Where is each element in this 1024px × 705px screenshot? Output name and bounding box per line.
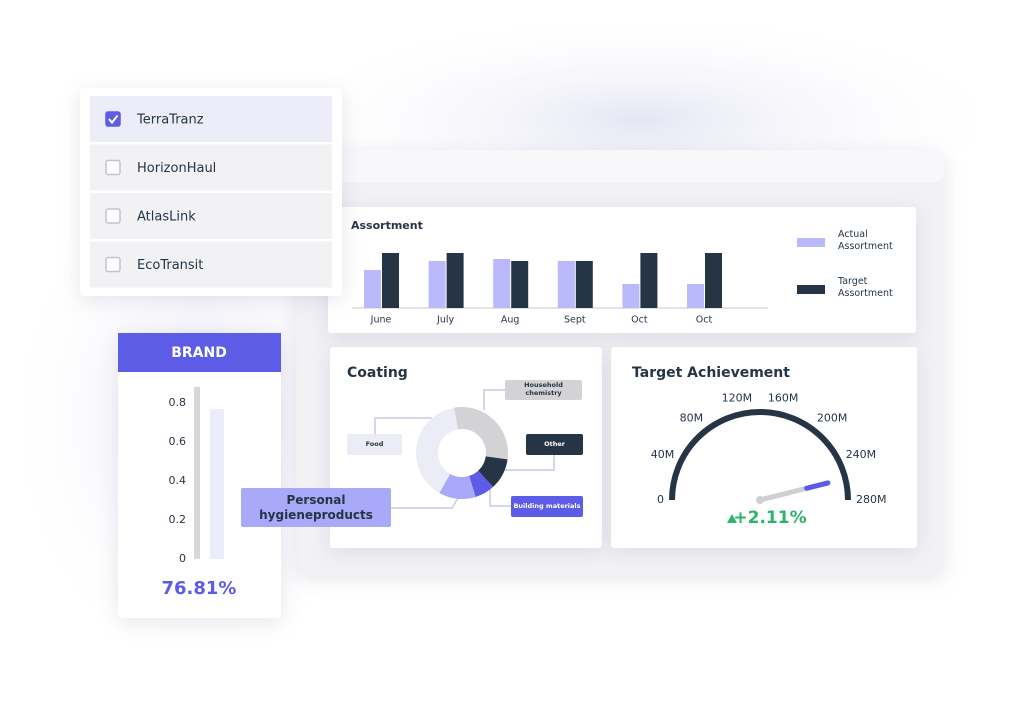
bar bbox=[622, 284, 640, 308]
slice-label-box bbox=[505, 380, 582, 400]
donut-slice bbox=[454, 407, 508, 460]
bar bbox=[364, 270, 381, 308]
connectors bbox=[374, 389, 555, 509]
legend-swatch bbox=[797, 285, 825, 294]
gauge-tick-label: 240M bbox=[846, 448, 877, 461]
slice-label-box bbox=[241, 488, 391, 527]
legend-label: Actual Assortment bbox=[838, 229, 893, 253]
filter-label[interactable]: AtlasLink bbox=[137, 210, 196, 225]
gauge-tick-label: 80M bbox=[680, 412, 704, 425]
y-tick-label: 0.6 bbox=[169, 435, 187, 448]
chart-title: BRAND bbox=[171, 345, 227, 361]
checkbox[interactable] bbox=[105, 256, 121, 273]
filter-label[interactable]: HorizonHaul bbox=[137, 161, 216, 176]
gauge-tick-label: 0 bbox=[657, 493, 664, 506]
x-tick-label: July bbox=[436, 315, 454, 326]
needle-tip bbox=[804, 480, 831, 491]
slice-label: Household chemistry bbox=[524, 381, 563, 397]
bar bbox=[493, 259, 511, 308]
filter-option[interactable] bbox=[90, 96, 332, 142]
bar bbox=[575, 261, 593, 308]
checkbox[interactable] bbox=[105, 111, 121, 127]
gauge-tick-label: 40M bbox=[651, 448, 675, 461]
donut-slice bbox=[416, 407, 458, 493]
check-mark bbox=[108, 114, 119, 125]
gauge-tick-label: 120M bbox=[722, 392, 753, 405]
delta-label: +2.11% bbox=[733, 508, 806, 528]
needle-hub bbox=[756, 496, 764, 504]
x-tick-label: Oct bbox=[631, 315, 648, 326]
slice-label-box bbox=[511, 496, 583, 517]
target-card bbox=[611, 347, 917, 548]
bar bbox=[428, 261, 446, 308]
gauge-arc bbox=[669, 409, 851, 501]
chart-title: Assortment bbox=[351, 219, 423, 232]
bar bbox=[640, 253, 658, 308]
gauge-tick-label: 280M bbox=[856, 493, 887, 506]
donut-slice bbox=[478, 456, 508, 487]
filter-option[interactable] bbox=[90, 144, 332, 191]
bar bbox=[687, 284, 704, 308]
checkbox[interactable] bbox=[105, 159, 121, 176]
bar bbox=[382, 253, 399, 308]
filter-option[interactable] bbox=[90, 193, 332, 239]
y-tick-label: 0.2 bbox=[169, 513, 187, 526]
gauge-tick-label: 200M bbox=[817, 412, 848, 425]
track bbox=[194, 387, 200, 559]
value-label: 76.81% bbox=[162, 578, 237, 599]
assortment-card bbox=[328, 207, 916, 333]
up-arrow bbox=[727, 514, 737, 523]
slice-label-box bbox=[526, 434, 583, 455]
bar bbox=[705, 253, 722, 308]
bar bbox=[210, 409, 224, 559]
slice-label: Other bbox=[544, 439, 565, 448]
y-tick-label: 0.8 bbox=[169, 396, 187, 409]
filter-label[interactable]: EcoTransit bbox=[137, 258, 203, 273]
checkbox[interactable] bbox=[105, 208, 121, 224]
chart-title: Target Achievement bbox=[632, 365, 790, 381]
brand-header bbox=[118, 333, 281, 372]
bar bbox=[557, 261, 575, 308]
legend-swatch bbox=[797, 238, 825, 247]
y-tick-label: 0.4 bbox=[169, 474, 187, 487]
x-tick-label: Aug bbox=[501, 315, 520, 326]
gauge-tick-label: 160M bbox=[768, 392, 799, 405]
legend-label: Target Assortment bbox=[838, 276, 893, 300]
filter-option[interactable] bbox=[90, 241, 332, 288]
donut-slice bbox=[439, 473, 476, 499]
x-tick-label: Oct bbox=[696, 315, 713, 326]
donut-slice bbox=[469, 470, 494, 497]
slice-label-box bbox=[347, 434, 402, 455]
chart-title: Coating bbox=[347, 365, 408, 381]
x-tick-label: Sept bbox=[564, 315, 586, 326]
x-tick-label: June bbox=[370, 315, 392, 326]
slice-label: Food bbox=[365, 439, 384, 448]
slice-label: Building materials bbox=[513, 501, 581, 510]
slice-label: Personal hygieneproducts bbox=[259, 493, 373, 522]
bar bbox=[446, 253, 464, 308]
filter-label[interactable]: TerraTranz bbox=[136, 113, 204, 128]
y-tick-label: 0 bbox=[179, 552, 186, 565]
bar bbox=[511, 261, 529, 308]
